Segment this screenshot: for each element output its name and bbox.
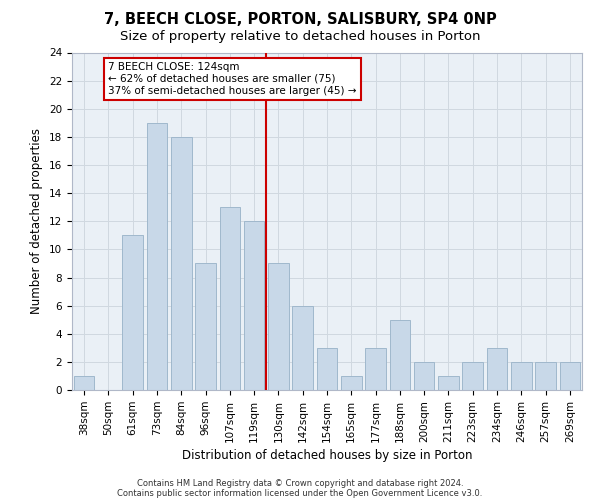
Text: Contains HM Land Registry data © Crown copyright and database right 2024.: Contains HM Land Registry data © Crown c… — [137, 478, 463, 488]
X-axis label: Distribution of detached houses by size in Porton: Distribution of detached houses by size … — [182, 449, 472, 462]
Text: Size of property relative to detached houses in Porton: Size of property relative to detached ho… — [120, 30, 480, 43]
Text: Contains public sector information licensed under the Open Government Licence v3: Contains public sector information licen… — [118, 488, 482, 498]
Bar — [220, 207, 240, 390]
Text: 7 BEECH CLOSE: 124sqm
← 62% of detached houses are smaller (75)
37% of semi-deta: 7 BEECH CLOSE: 124sqm ← 62% of detached … — [109, 62, 357, 96]
Bar — [341, 376, 362, 390]
Bar — [122, 236, 143, 390]
Bar — [244, 221, 265, 390]
Bar — [195, 264, 216, 390]
Bar — [317, 348, 337, 390]
Bar — [463, 362, 483, 390]
Bar — [292, 306, 313, 390]
Bar — [560, 362, 580, 390]
Bar — [511, 362, 532, 390]
Bar — [74, 376, 94, 390]
Bar — [171, 137, 191, 390]
Bar — [146, 123, 167, 390]
Bar — [414, 362, 434, 390]
Bar — [365, 348, 386, 390]
Y-axis label: Number of detached properties: Number of detached properties — [31, 128, 43, 314]
Text: 7, BEECH CLOSE, PORTON, SALISBURY, SP4 0NP: 7, BEECH CLOSE, PORTON, SALISBURY, SP4 0… — [104, 12, 496, 28]
Bar — [438, 376, 459, 390]
Bar — [487, 348, 508, 390]
Bar — [389, 320, 410, 390]
Bar — [268, 264, 289, 390]
Bar — [535, 362, 556, 390]
